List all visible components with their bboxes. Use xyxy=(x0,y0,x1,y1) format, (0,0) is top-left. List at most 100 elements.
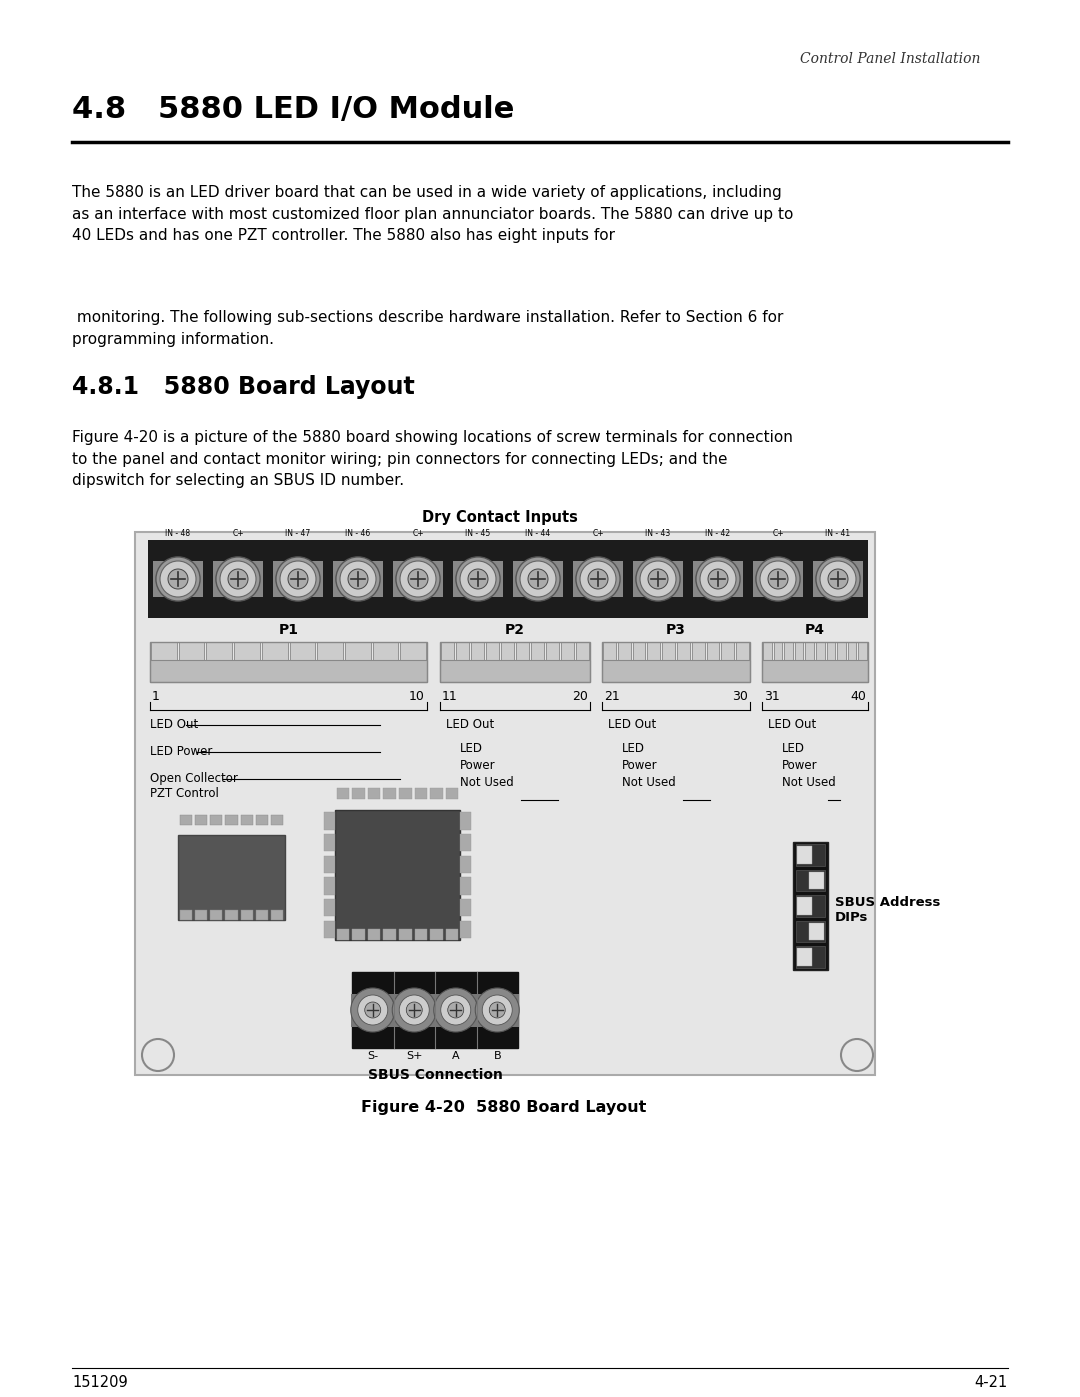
Text: 1: 1 xyxy=(152,690,160,703)
Circle shape xyxy=(280,562,316,597)
Bar xyxy=(148,541,868,617)
Circle shape xyxy=(475,988,519,1032)
Bar xyxy=(516,643,529,659)
Bar xyxy=(826,643,835,659)
Bar xyxy=(460,812,471,830)
Circle shape xyxy=(456,557,500,601)
Bar xyxy=(441,643,454,659)
Text: IN - 48: IN - 48 xyxy=(165,529,190,538)
Circle shape xyxy=(460,562,496,597)
Bar xyxy=(460,855,471,873)
Text: A: A xyxy=(451,1051,460,1060)
Bar xyxy=(206,643,232,659)
Bar xyxy=(762,643,771,659)
Circle shape xyxy=(275,557,320,601)
Text: IN - 45: IN - 45 xyxy=(465,529,490,538)
Bar xyxy=(214,560,262,597)
Bar xyxy=(546,643,559,659)
Bar xyxy=(334,560,382,597)
Bar xyxy=(471,643,484,659)
Bar xyxy=(324,855,335,873)
Circle shape xyxy=(828,569,848,590)
Bar xyxy=(383,929,396,940)
Bar xyxy=(153,560,203,597)
Bar xyxy=(531,643,544,659)
Circle shape xyxy=(336,557,380,601)
Text: 31: 31 xyxy=(764,690,780,703)
Circle shape xyxy=(396,557,441,601)
Bar xyxy=(859,643,867,659)
Bar xyxy=(573,560,623,597)
Text: 11: 11 xyxy=(442,690,458,703)
Text: Control Panel Installation: Control Panel Installation xyxy=(799,52,980,66)
Circle shape xyxy=(168,569,188,590)
Text: 20: 20 xyxy=(572,690,588,703)
Text: B: B xyxy=(494,1051,501,1060)
Bar xyxy=(352,929,365,940)
Text: SBUS Address
DIPs: SBUS Address DIPs xyxy=(835,895,941,923)
Text: P2: P2 xyxy=(505,623,525,637)
Bar xyxy=(692,643,704,659)
Circle shape xyxy=(340,562,376,597)
Bar xyxy=(793,842,828,970)
Circle shape xyxy=(348,569,368,590)
Bar xyxy=(561,643,573,659)
Bar xyxy=(178,643,204,659)
Bar xyxy=(576,643,589,659)
Bar xyxy=(324,877,335,894)
Bar xyxy=(256,814,268,826)
Text: 30: 30 xyxy=(732,690,748,703)
Bar xyxy=(337,788,349,799)
Bar xyxy=(603,643,616,659)
Bar xyxy=(226,909,238,921)
Circle shape xyxy=(220,562,256,597)
Circle shape xyxy=(756,557,800,601)
Bar xyxy=(211,814,222,826)
Bar xyxy=(351,993,395,1027)
Bar xyxy=(486,643,499,659)
Bar xyxy=(324,812,335,830)
Circle shape xyxy=(400,562,436,597)
Text: C+: C+ xyxy=(772,529,784,538)
Bar xyxy=(352,788,365,799)
Bar xyxy=(392,993,436,1027)
Bar xyxy=(150,659,427,682)
Circle shape xyxy=(156,557,200,601)
Bar xyxy=(460,877,471,894)
Bar xyxy=(693,560,743,597)
Text: LED
Power
Not Used: LED Power Not Used xyxy=(782,742,836,789)
Circle shape xyxy=(441,995,471,1025)
Circle shape xyxy=(406,1002,422,1018)
Bar xyxy=(677,643,690,659)
Bar xyxy=(440,659,590,682)
Bar xyxy=(762,659,868,682)
Bar xyxy=(415,929,428,940)
Text: IN - 44: IN - 44 xyxy=(525,529,551,538)
Bar xyxy=(796,869,825,891)
Bar xyxy=(289,643,315,659)
Text: LED Power: LED Power xyxy=(150,745,213,759)
Circle shape xyxy=(357,995,388,1025)
Circle shape xyxy=(648,569,669,590)
Text: LED
Power
Not Used: LED Power Not Used xyxy=(622,742,676,789)
Bar xyxy=(400,929,411,940)
Text: monitoring. The following sub-sections describe hardware installation. Refer to : monitoring. The following sub-sections d… xyxy=(72,310,783,346)
Text: IN - 43: IN - 43 xyxy=(646,529,671,538)
Bar xyxy=(460,921,471,937)
Text: C+: C+ xyxy=(592,529,604,538)
Circle shape xyxy=(489,1002,505,1018)
Text: Figure 4-20  5880 Board Layout: Figure 4-20 5880 Board Layout xyxy=(362,1099,647,1115)
Circle shape xyxy=(141,1039,174,1071)
Bar xyxy=(796,921,825,943)
Bar xyxy=(352,972,518,1048)
Bar xyxy=(273,560,323,597)
Circle shape xyxy=(228,569,248,590)
Circle shape xyxy=(708,569,728,590)
Text: S+: S+ xyxy=(406,1051,422,1060)
Bar xyxy=(633,643,646,659)
Circle shape xyxy=(483,995,512,1025)
Text: 4-21: 4-21 xyxy=(975,1375,1008,1390)
Text: P3: P3 xyxy=(666,623,686,637)
Circle shape xyxy=(640,562,676,597)
Bar xyxy=(501,643,514,659)
